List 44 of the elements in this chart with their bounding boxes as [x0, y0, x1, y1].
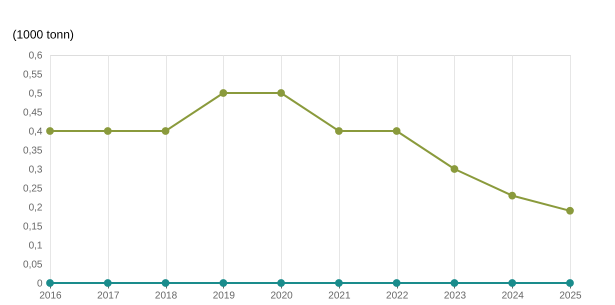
- point: [219, 89, 228, 97]
- y-tick-label: 0,55: [23, 70, 43, 80]
- point: [104, 127, 112, 135]
- point: [46, 127, 54, 135]
- y-tick-label: 0,45: [23, 108, 43, 118]
- y-tick-label: 0,05: [23, 260, 43, 270]
- point: [335, 127, 343, 135]
- point: [335, 279, 343, 287]
- x-tick-label: 2021: [328, 290, 351, 302]
- x-tick-label: 2023: [444, 290, 467, 302]
- x-tick-label: 2019: [212, 290, 236, 302]
- x-tick-label: 2017: [97, 290, 120, 302]
- point: [162, 279, 170, 287]
- y-tick-label: 0,15: [23, 222, 43, 232]
- point: [508, 279, 516, 287]
- x-tick-label: 2025: [559, 290, 582, 302]
- y-tick-label: 0,25: [23, 184, 43, 194]
- y-tick-label: 0,3: [28, 164, 43, 176]
- x-tick-label: 2024: [502, 290, 524, 302]
- point: [566, 279, 574, 287]
- x-tick-label: 2018: [154, 290, 178, 302]
- y-tick-label: 0,6: [28, 50, 43, 62]
- point: [392, 279, 401, 287]
- y-tick-label: 0,4: [28, 126, 43, 138]
- x-tick-label: 2020: [270, 290, 294, 302]
- y-axis-title: (1000 tonn): [12, 28, 74, 42]
- point: [277, 279, 285, 287]
- point: [392, 127, 401, 135]
- y-tick-label: 0: [36, 278, 43, 290]
- point: [450, 165, 458, 173]
- point: [162, 127, 170, 135]
- y-tick-label: 0,1: [28, 240, 43, 252]
- point: [277, 89, 285, 97]
- point: [508, 192, 516, 200]
- y-tick-label: 0,5: [28, 88, 43, 100]
- point: [566, 206, 574, 215]
- y-tick-label: 0,2: [28, 202, 43, 214]
- point: [450, 279, 458, 287]
- x-tick-label: 2022: [386, 290, 409, 302]
- x-tick-label: 2016: [39, 290, 62, 302]
- point: [46, 279, 54, 287]
- point: [104, 279, 112, 287]
- point: [219, 279, 228, 287]
- y-tick-label: 0,35: [23, 146, 43, 156]
